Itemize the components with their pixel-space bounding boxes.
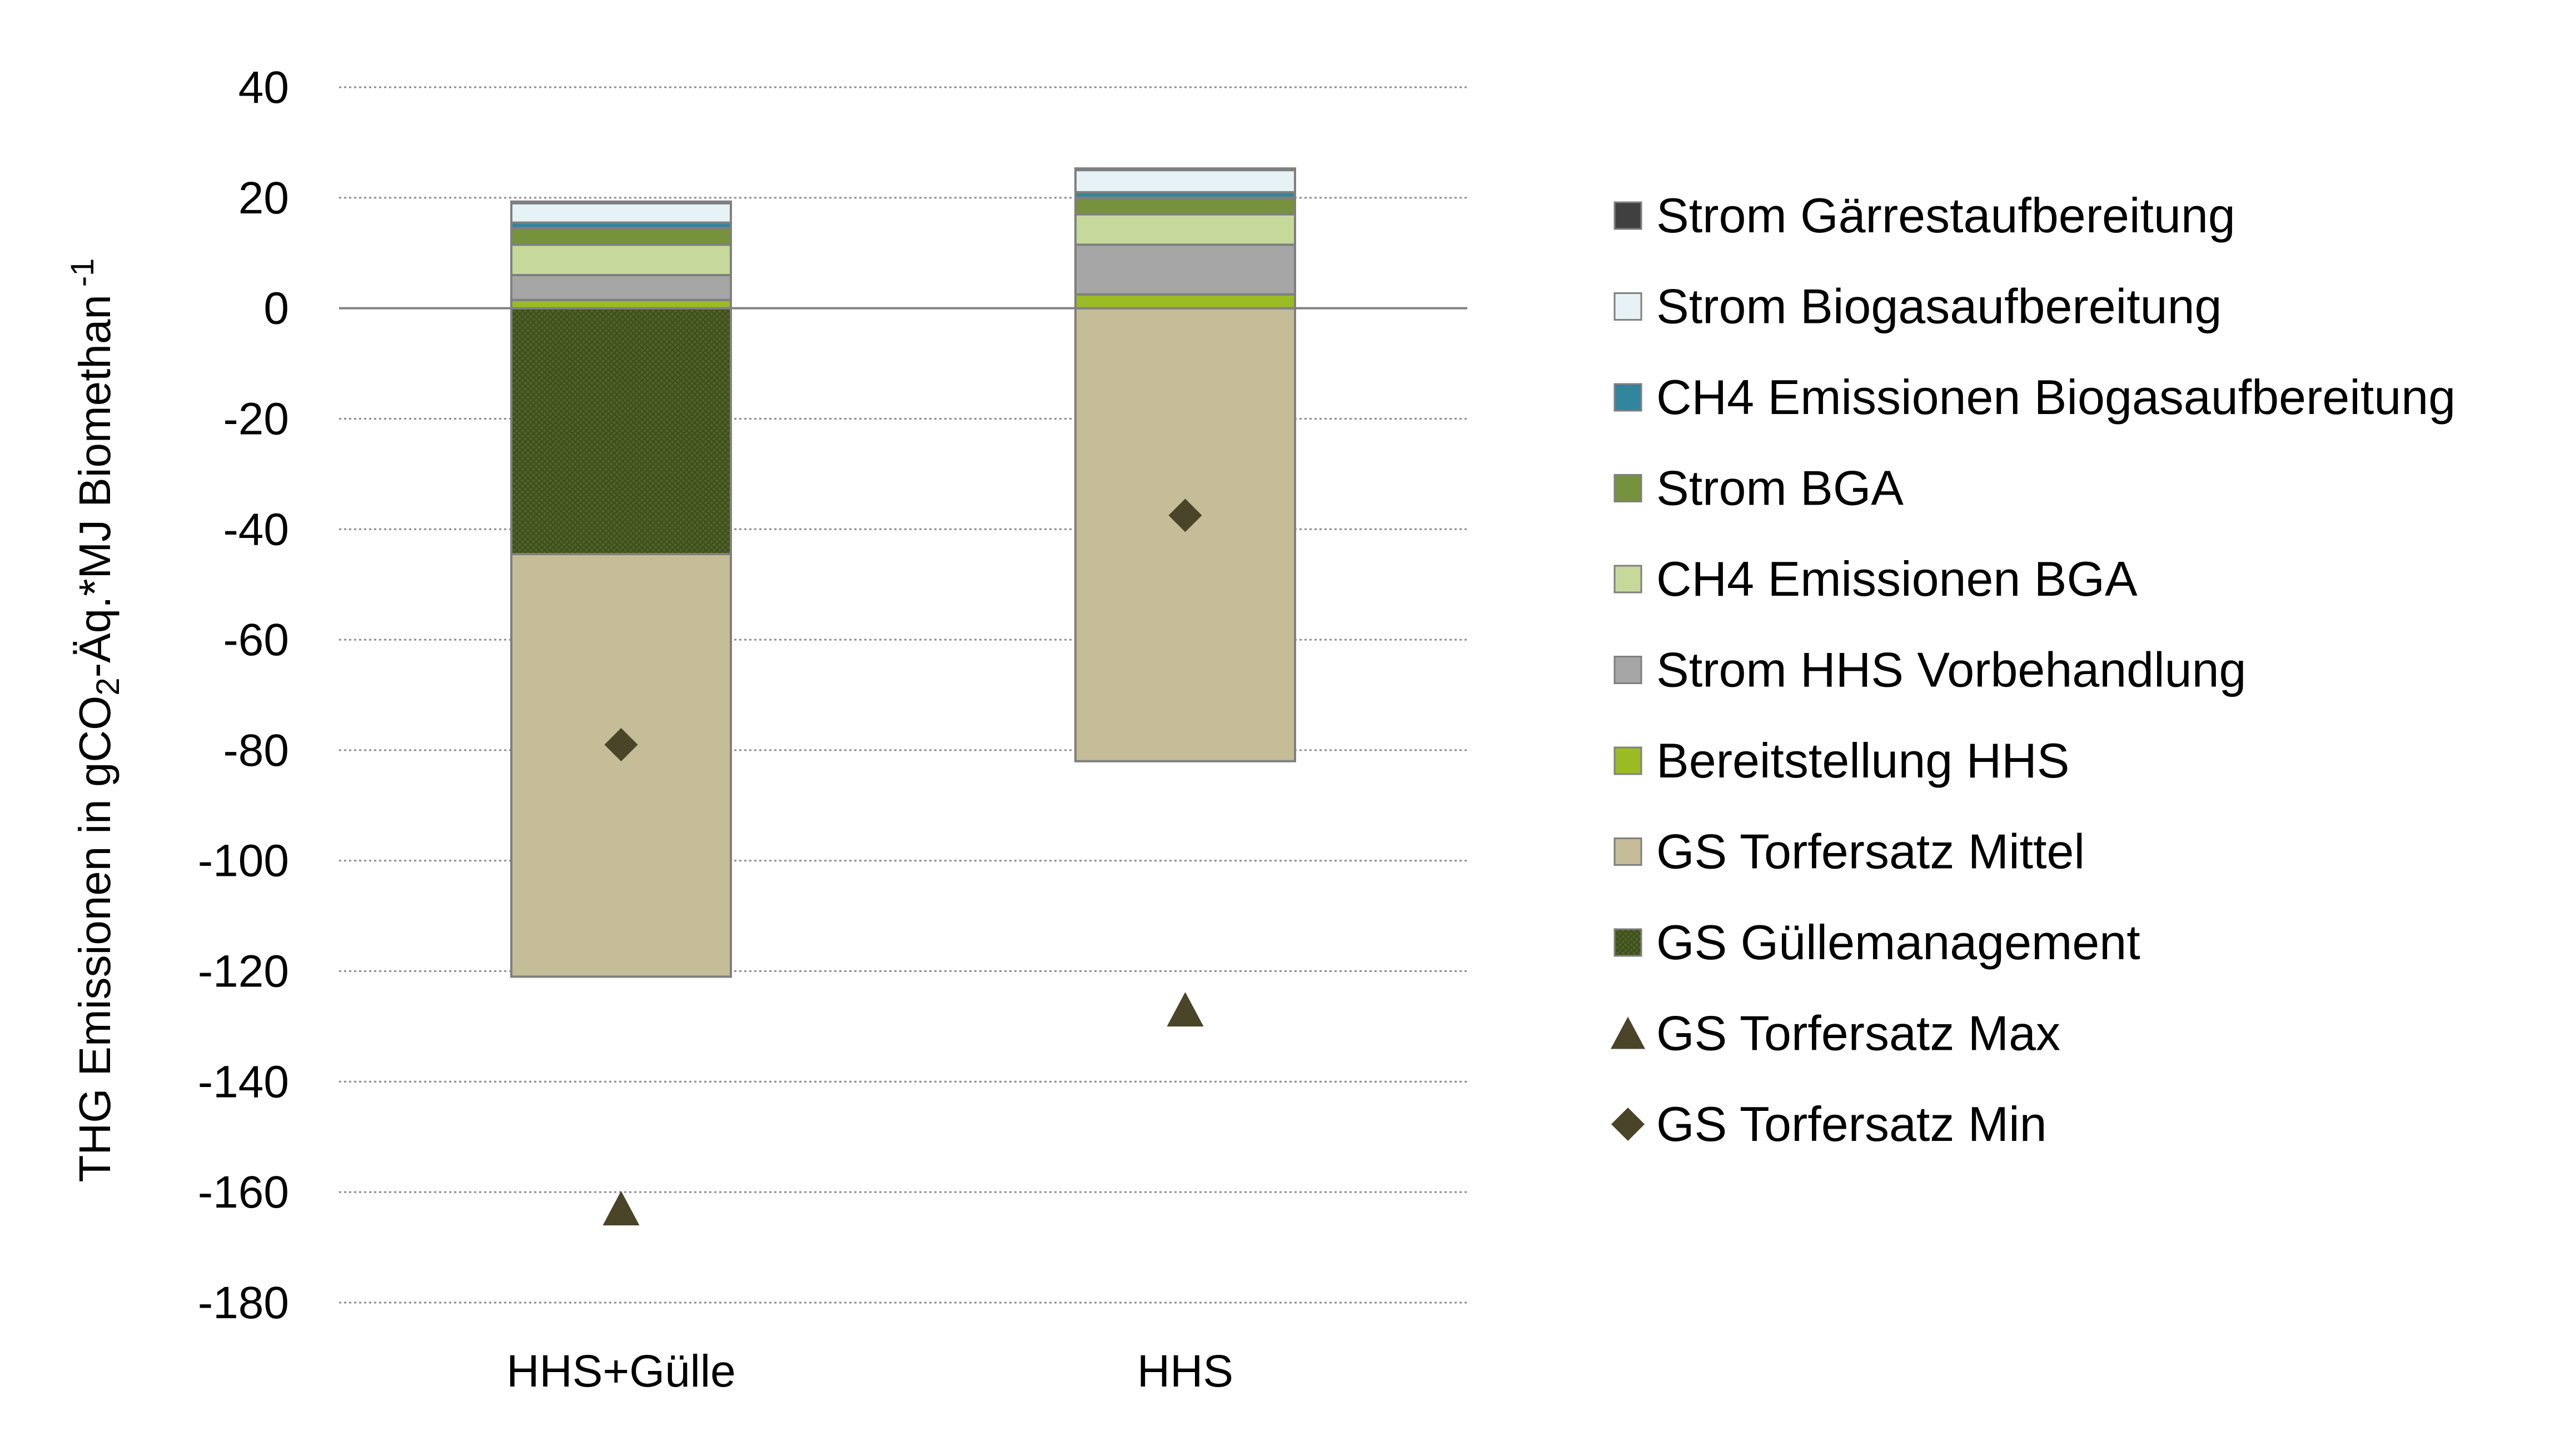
bar-segment-gs-torfersatz-mittel — [510, 553, 732, 978]
legend-swatch-gs-torfersatz-mittel — [1613, 837, 1642, 866]
legend-label: GS Torfersatz Mittel — [1656, 824, 2085, 879]
legend-swatch-gs-g-llemanagement — [1613, 928, 1642, 957]
y-tick-label: -160 — [198, 1167, 289, 1218]
bar-segment-ch4-emissionen-bga — [510, 243, 732, 276]
y-tick-label: -100 — [198, 836, 289, 886]
bar-segment-strom-g-rrestaufbereitung — [510, 200, 732, 205]
bar-segment-gs-g-llemanagement — [510, 307, 732, 556]
legend-swatch-ch4-emissionen-bga — [1613, 565, 1642, 594]
marker-gs-torfersatz-min — [1168, 498, 1202, 532]
bar-segment-strom-biogasaufbereitung — [1074, 169, 1296, 193]
y-tick-label: -180 — [198, 1278, 289, 1328]
legend-swatch-bereitstellung-hhs — [1613, 746, 1642, 775]
legend-label: Strom Biogasaufbereitung — [1656, 279, 2222, 334]
y-tick-label: -140 — [198, 1056, 289, 1107]
y-tick-label: -80 — [223, 725, 289, 776]
x-category-label: HHS+Gülle — [506, 1346, 735, 1397]
legend-label: GS Torfersatz Min — [1656, 1096, 2047, 1151]
bar-segment-bereitstellung-hhs — [1074, 293, 1296, 310]
x-axis-categories: HHS+Gülle HHS — [506, 1346, 1233, 1397]
y-tick-label: 40 — [238, 62, 289, 113]
legend-label: CH4 Emissionen Biogasaufbereitung — [1656, 370, 2456, 425]
y-axis-ticks: 40 20 0 -20 -40 -60 -80 -100 -120 -140 -160 -180 — [198, 62, 289, 1328]
legend: Strom Gärrestaufbereitung Strom Biogasauf… — [1611, 188, 2456, 1151]
legend-label: Strom BGA — [1656, 461, 1904, 516]
marker-gs-torfersatz-max — [602, 1191, 640, 1226]
bar-segment-strom-bga — [510, 227, 732, 246]
legend-label: GS Torfersatz Max — [1656, 1006, 2060, 1061]
legend-label: Bereitstellung HHS — [1656, 733, 2069, 788]
bar-segment-strom-biogasaufbereitung — [510, 202, 732, 224]
y-tick-label: -20 — [223, 393, 289, 444]
x-category-label: HHS — [1137, 1346, 1233, 1397]
legend-swatch-strom-g-rrestaufbereitung — [1613, 201, 1642, 230]
legend-label: CH4 Emissionen BGA — [1656, 551, 2138, 606]
legend-swatch-strom-bga — [1613, 474, 1642, 502]
bars — [510, 167, 1296, 978]
y-tick-label: -60 — [223, 615, 289, 665]
marker-gs-torfersatz-max — [1167, 992, 1204, 1027]
markers — [602, 498, 1204, 1226]
legend-label: Strom Gärrestaufbereitung — [1656, 188, 2235, 243]
bar-segment-strom-bga — [1074, 196, 1296, 216]
bar-segment-strom-hhs-vorbehandlung — [510, 273, 732, 301]
gridlines — [339, 86, 1467, 1304]
y-axis-title: THG Emissionen in gCO2-Äq.*MJ Biomethan-… — [64, 258, 126, 1183]
legend-label: GS Güllemanagement — [1656, 915, 2140, 970]
bar-segment-bereitstellung-hhs — [510, 298, 732, 310]
legend-swatch-strom-hhs-vorbehandlung — [1613, 656, 1642, 684]
bar-segment-gs-torfersatz-mittel — [1074, 307, 1296, 762]
legend-swatch-ch4-emissionen-biogasaufbereitung — [1613, 383, 1642, 412]
y-tick-label: -120 — [198, 946, 289, 997]
bar-segment-strom-hhs-vorbehandlung — [1074, 243, 1296, 296]
legend-label: Strom HHS Vorbehandlung — [1656, 642, 2247, 697]
marker-gs-torfersatz-min — [604, 727, 638, 761]
y-tick-label: -40 — [223, 504, 289, 555]
legend-swatch-strom-biogasaufbereitung — [1613, 292, 1642, 321]
legend-marker-gs-torfersatz-min — [1611, 1108, 1645, 1141]
legend-marker-gs-torfersatz-max — [1611, 1016, 1645, 1049]
y-tick-label: 0 — [263, 283, 289, 334]
y-tick-label: 20 — [238, 173, 289, 223]
bar-segment-ch4-emissionen-bga — [1074, 213, 1296, 246]
bar-segment-strom-g-rrestaufbereitung — [1074, 167, 1296, 172]
